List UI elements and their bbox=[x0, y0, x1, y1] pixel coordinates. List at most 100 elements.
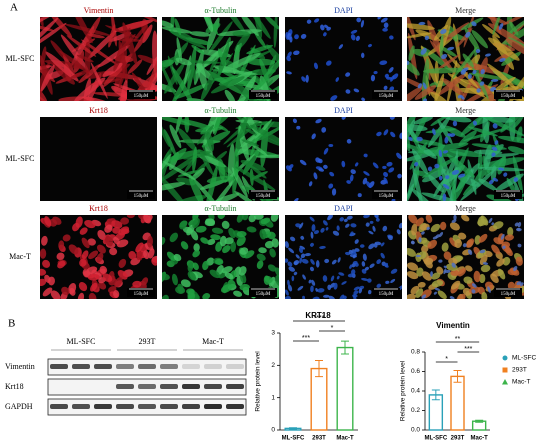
cell bbox=[343, 218, 348, 223]
cell bbox=[189, 31, 211, 37]
band bbox=[160, 364, 178, 369]
cell bbox=[116, 239, 129, 248]
cell bbox=[379, 60, 388, 66]
cell bbox=[228, 227, 236, 239]
row-label: ML-SFC bbox=[6, 154, 35, 163]
cell bbox=[367, 278, 372, 283]
cell bbox=[162, 117, 170, 148]
cell bbox=[87, 33, 105, 39]
cell bbox=[169, 31, 207, 49]
cell bbox=[241, 215, 249, 221]
cell bbox=[286, 71, 292, 75]
cell bbox=[246, 44, 274, 55]
cell bbox=[275, 274, 279, 287]
cells bbox=[407, 17, 524, 101]
cell bbox=[202, 17, 214, 32]
cell bbox=[162, 294, 169, 299]
cell bbox=[440, 28, 447, 35]
cell bbox=[503, 172, 508, 177]
cell bbox=[491, 76, 516, 93]
cell bbox=[295, 254, 300, 259]
cell bbox=[515, 256, 523, 266]
cell bbox=[443, 265, 447, 269]
y-axis-label: Relative protein level bbox=[255, 351, 262, 412]
cell bbox=[451, 169, 460, 175]
cell bbox=[477, 216, 485, 227]
cell bbox=[445, 175, 450, 180]
cell bbox=[315, 288, 318, 292]
column-label: α-Tubulin bbox=[205, 204, 237, 213]
cell bbox=[206, 131, 215, 152]
cell bbox=[492, 177, 499, 182]
cell bbox=[62, 234, 71, 242]
cell bbox=[490, 273, 499, 284]
cell bbox=[187, 262, 194, 272]
cell bbox=[421, 271, 432, 281]
cell bbox=[162, 161, 197, 181]
scale-bar-bg bbox=[127, 90, 155, 99]
cell bbox=[361, 97, 366, 101]
cell bbox=[338, 44, 344, 50]
cell bbox=[427, 239, 438, 249]
cell bbox=[462, 53, 474, 68]
cell bbox=[360, 278, 369, 281]
cell bbox=[264, 275, 273, 284]
cell bbox=[320, 227, 325, 233]
cell bbox=[487, 286, 491, 293]
cell bbox=[359, 244, 365, 248]
cell bbox=[200, 66, 219, 101]
cell bbox=[114, 276, 123, 288]
cell bbox=[352, 260, 358, 265]
band bbox=[116, 384, 134, 389]
cell bbox=[482, 117, 514, 123]
cell bbox=[333, 282, 338, 290]
cell bbox=[238, 266, 247, 276]
cell bbox=[414, 170, 431, 178]
y-tick-label: 0 bbox=[271, 427, 275, 434]
cell bbox=[221, 17, 246, 34]
cell bbox=[187, 45, 197, 92]
cell bbox=[407, 58, 420, 76]
row-label: ML-SFC bbox=[6, 54, 35, 63]
cell bbox=[428, 174, 444, 193]
band-label: Krt18 bbox=[5, 382, 24, 391]
band bbox=[226, 364, 244, 369]
cell bbox=[337, 257, 341, 263]
cell bbox=[357, 193, 362, 198]
cell bbox=[438, 117, 472, 123]
cell bbox=[323, 147, 329, 155]
cell bbox=[398, 222, 402, 229]
error-bar bbox=[289, 427, 297, 430]
cell bbox=[377, 17, 382, 20]
cell bbox=[363, 153, 368, 158]
cell bbox=[430, 223, 441, 233]
cell bbox=[480, 69, 485, 75]
cell bbox=[145, 57, 157, 97]
cell bbox=[383, 129, 389, 136]
cell bbox=[323, 164, 328, 169]
y-tick-label: 0.4 bbox=[411, 388, 420, 395]
scale-bar-label: 150μM bbox=[134, 292, 149, 297]
cell bbox=[461, 215, 470, 222]
cell bbox=[375, 217, 380, 222]
cell bbox=[345, 72, 351, 77]
cell bbox=[191, 44, 205, 55]
bar bbox=[310, 367, 328, 431]
cell bbox=[491, 244, 500, 255]
scale-bar-bg bbox=[249, 190, 277, 199]
cell bbox=[162, 174, 188, 201]
cell bbox=[407, 60, 410, 66]
cell bbox=[435, 54, 460, 72]
cell bbox=[331, 188, 337, 196]
cell bbox=[241, 139, 260, 147]
cell bbox=[72, 222, 80, 232]
cell bbox=[143, 215, 152, 224]
panel-label: A bbox=[10, 2, 18, 14]
cell bbox=[336, 275, 340, 280]
cell bbox=[351, 269, 356, 275]
legend-label: ML-SFC bbox=[512, 355, 537, 362]
legend-marker bbox=[502, 355, 508, 361]
cell bbox=[288, 164, 294, 169]
micrograph: 150μM bbox=[285, 117, 402, 201]
cell bbox=[309, 266, 314, 272]
